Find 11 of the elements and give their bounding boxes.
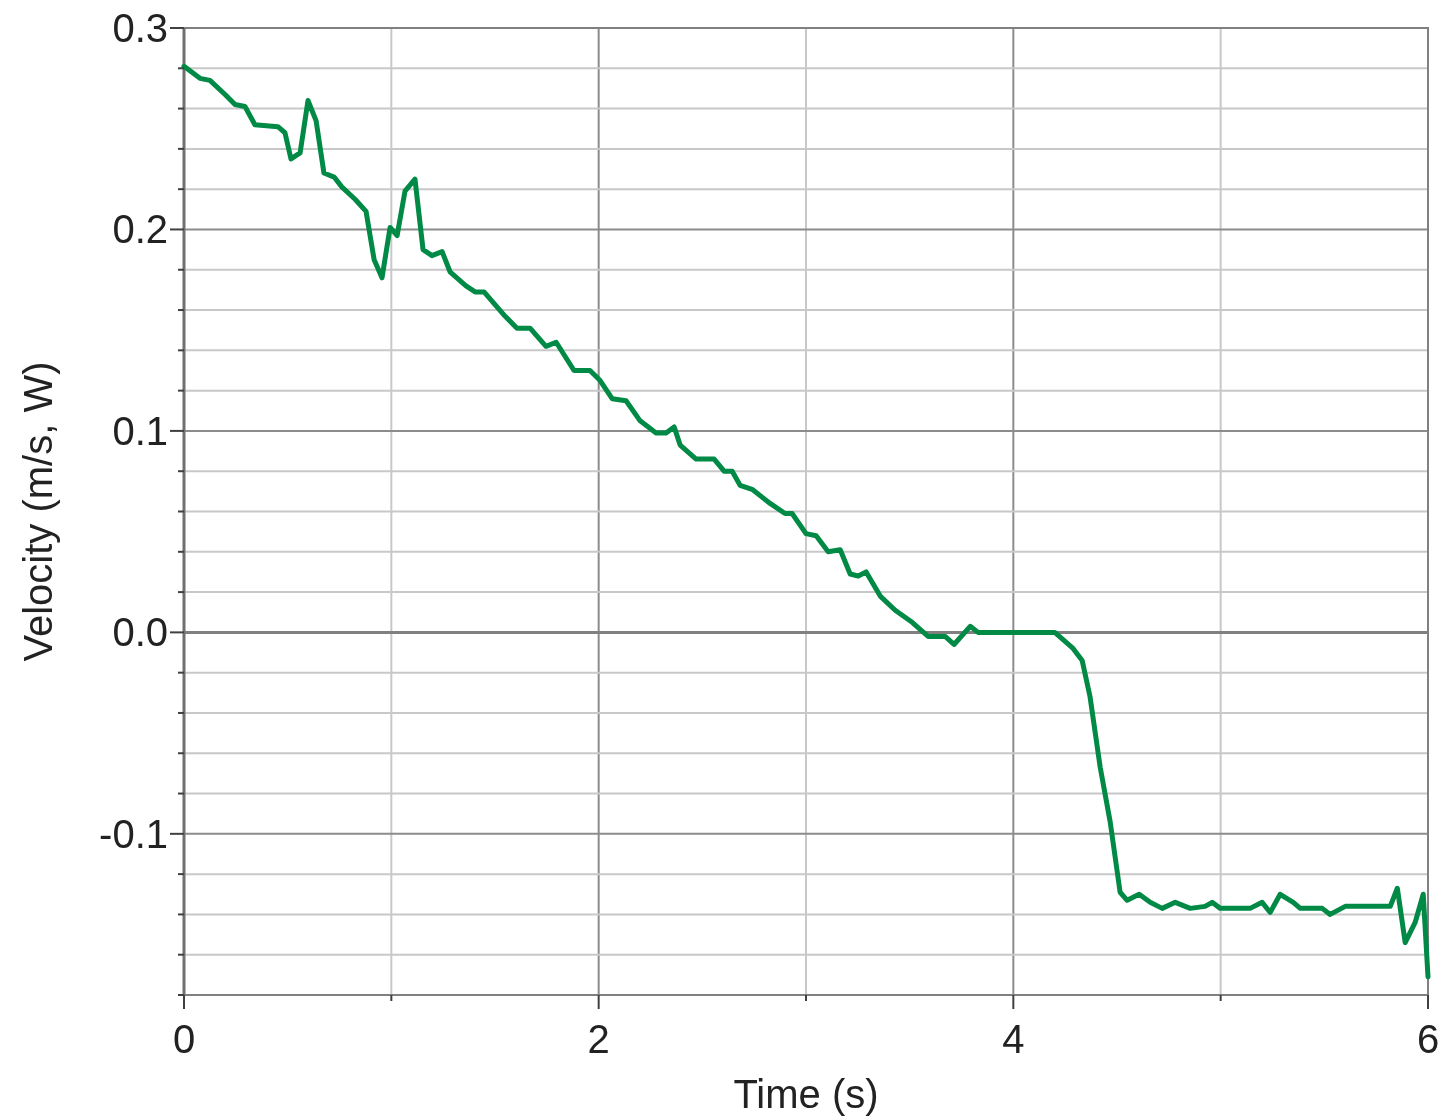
x-tick-label: 6 [1416,1017,1440,1061]
y-tick-label: 0.3 [112,6,168,50]
x-tick-label: 2 [587,1017,610,1061]
x-tick-label: 4 [1002,1017,1025,1061]
y-tick-label: 0.0 [112,610,168,655]
y-tick-label: -0.1 [99,811,168,856]
x-axis-title: Time (s) [733,1072,879,1116]
x-tick-label: 0 [172,1017,196,1061]
y-tick-label: 0.2 [112,207,168,252]
y-axis-title: Velocity (m/s, W) [16,361,60,662]
y-tick-label: 0.1 [112,408,168,453]
